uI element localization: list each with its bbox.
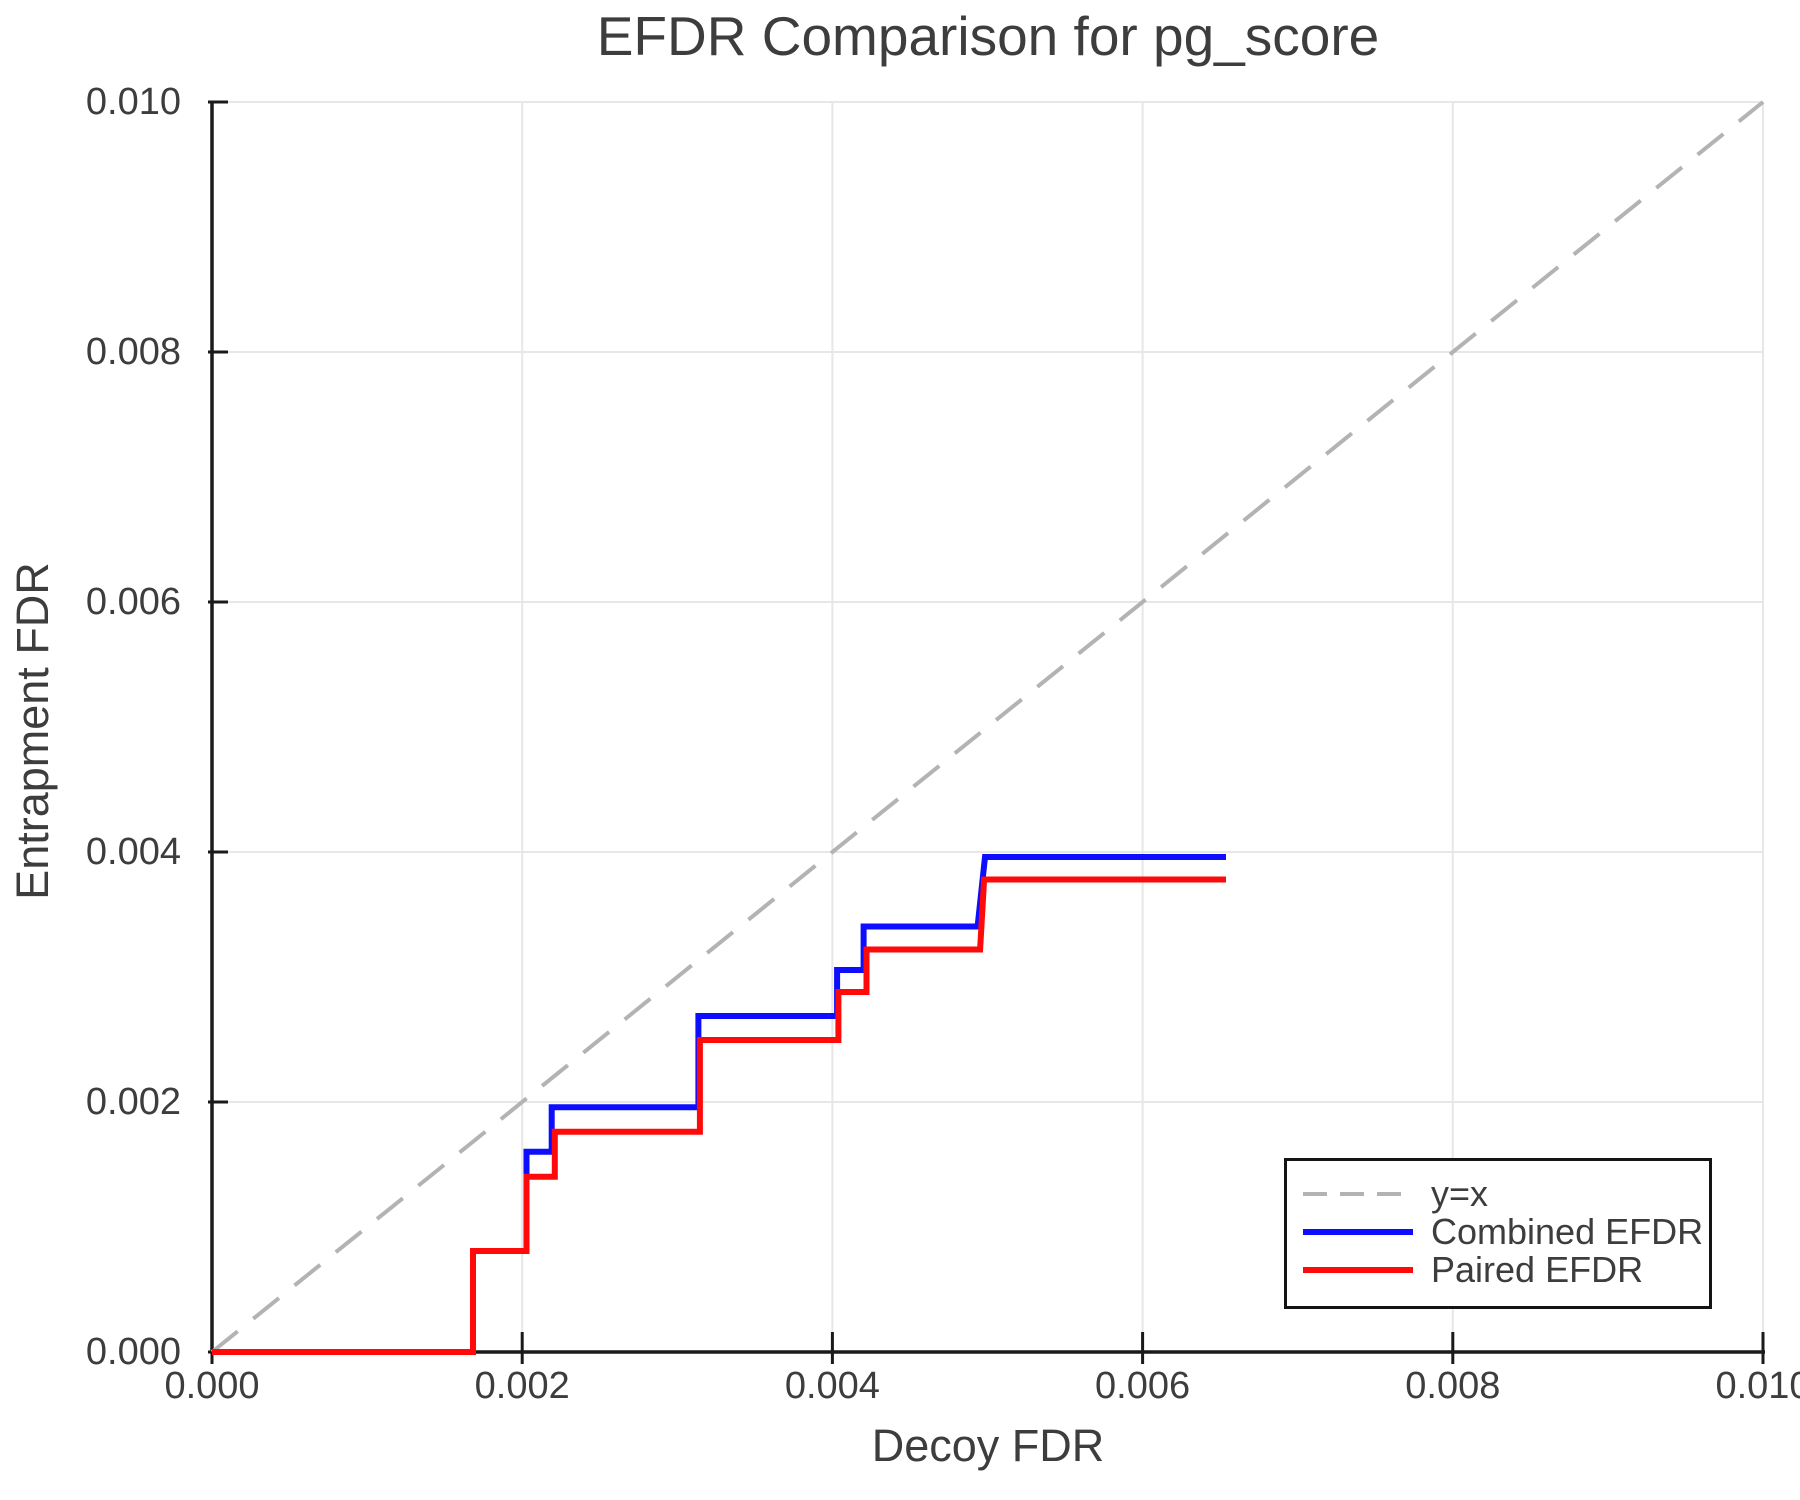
y-tick-label: 0.000 <box>86 1331 181 1373</box>
series-line-paired-efdr <box>212 876 1226 1355</box>
y-tick-label: 0.002 <box>86 1081 181 1123</box>
legend-item-paired-efdr: Paired EFDR <box>1303 1251 1709 1289</box>
series-line-combined-efdr <box>212 854 1226 1355</box>
reference-line-y-equals-x <box>210 100 1765 1354</box>
x-tick-label: 0.010 <box>1715 1365 1800 1407</box>
paired-efdr-line-sample <box>1303 1267 1413 1273</box>
legend-label: y=x <box>1431 1173 1489 1214</box>
x-tick-label: 0.006 <box>1095 1365 1190 1407</box>
y-tick-label: 0.010 <box>86 81 181 123</box>
legend-item-combined-efdr: Combined EFDR <box>1303 1213 1709 1251</box>
y-tick-label: 0.008 <box>86 331 181 373</box>
y-tick-label: 0.006 <box>86 581 181 623</box>
x-tick-label: 0.004 <box>785 1365 880 1407</box>
chart-title: EFDR Comparison for pg_score <box>596 5 1380 67</box>
legend-item-yx: y=x <box>1303 1175 1709 1213</box>
y-axis-label: Entrapment FDR <box>7 562 58 900</box>
x-axis-label: Decoy FDR <box>871 1420 1105 1471</box>
legend-label: Combined EFDR <box>1431 1211 1704 1252</box>
x-tick-label: 0.002 <box>475 1365 570 1407</box>
legend: y=x Combined EFDR Paired EFDR <box>1284 1158 1712 1309</box>
combined-efdr-line-sample <box>1303 1229 1413 1235</box>
y-tick-label: 0.004 <box>86 831 181 873</box>
dashed-reference-line-sample <box>1303 1192 1413 1196</box>
x-tick-label: 0.000 <box>164 1365 259 1407</box>
x-tick-label: 0.008 <box>1405 1365 1500 1407</box>
legend-label: Paired EFDR <box>1431 1249 1644 1290</box>
